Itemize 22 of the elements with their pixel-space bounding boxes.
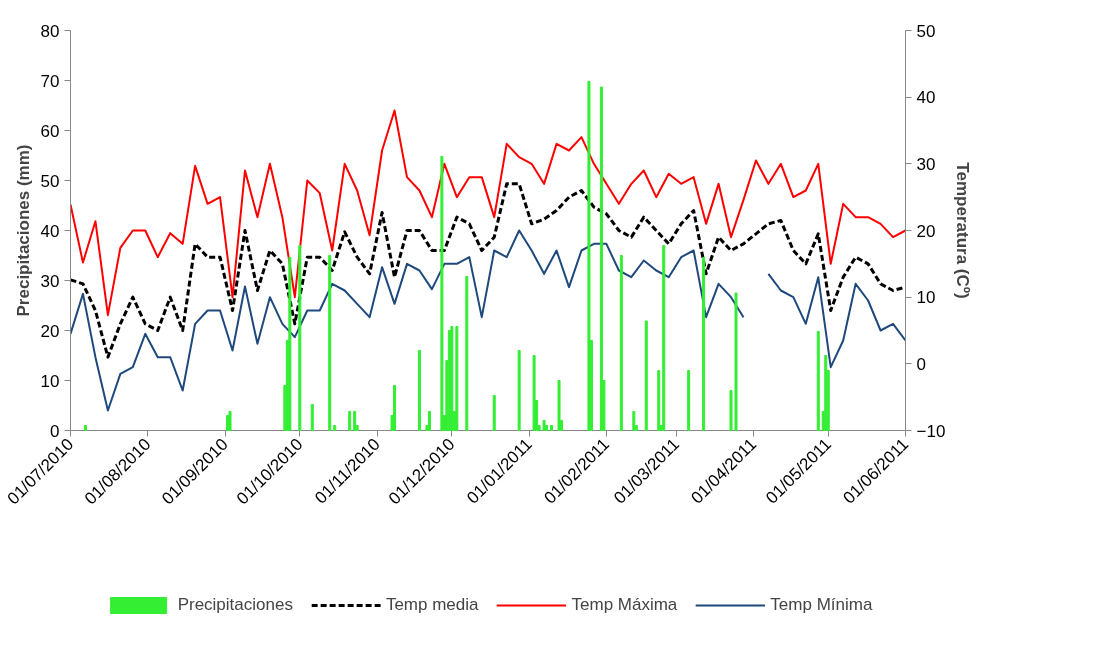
y-tick-label: 20 (40, 321, 60, 341)
y2-tick-label: 30 (916, 154, 936, 174)
y-tick-label: 80 (40, 21, 60, 41)
y2-tick-label: 20 (916, 221, 936, 241)
y2-tick-label: 40 (916, 88, 936, 108)
y2-tick-label: −10 (916, 421, 946, 441)
legend-label: Temp media (385, 594, 479, 615)
y2-tick-label: 0 (916, 354, 926, 374)
y2-axis-title: Temperatura (Cº) (953, 162, 973, 299)
y2-tick-label: 50 (916, 21, 936, 41)
y-tick-label: 40 (40, 221, 60, 241)
y-tick-label: 10 (40, 371, 60, 391)
y-tick-label: 50 (40, 171, 60, 191)
y-tick-label: 70 (40, 71, 60, 91)
y2-tick-label: 10 (916, 288, 936, 308)
legend-label: Temp Mínima (770, 594, 873, 615)
legend-label: Temp Máxima (571, 594, 678, 615)
y-tick-label: 30 (40, 271, 60, 291)
y-tick-label: 0 (50, 421, 60, 441)
legend-label: Precipitaciones (177, 594, 293, 615)
y-tick-label: 60 (40, 121, 60, 141)
y-axis-title: Precipitaciones (mm) (13, 144, 33, 317)
